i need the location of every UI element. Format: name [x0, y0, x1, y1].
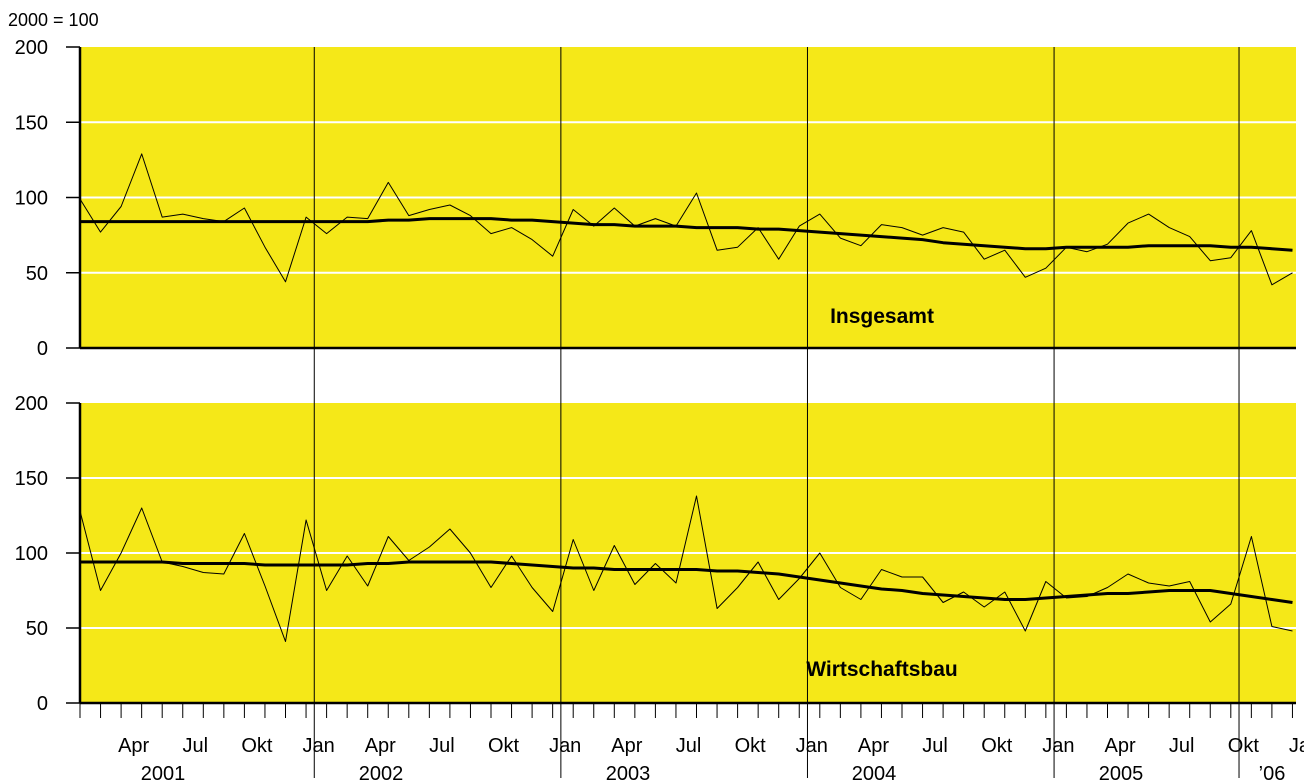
year-label: 2002 — [359, 763, 404, 783]
y-tick-label: 0 — [37, 338, 48, 360]
y-tick-label: 50 — [26, 618, 48, 640]
x-tick-label: Jan — [302, 735, 334, 757]
original-line — [79, 153, 1293, 286]
x-tick-label: Jul — [429, 735, 455, 757]
x-tick-label: Apr — [611, 735, 642, 757]
y-tick-label: 200 — [15, 37, 48, 59]
y-tick-label: 0 — [37, 693, 48, 715]
x-tick-label: Apr — [858, 735, 889, 757]
x-tick-label: Jul — [183, 735, 209, 757]
x-tick-label: Jan — [549, 735, 581, 757]
panels: 0 50 100 150 200 Insgesamt 0 50 100 150 200 Wirtsch… — [15, 37, 1296, 715]
panel-2: 0 50 100 150 200 Wirtschaftsbau — [15, 393, 1296, 715]
year-label: 2005 — [1099, 763, 1144, 783]
x-tick-label: Okt — [241, 735, 273, 757]
x-tick-label: Jan — [1042, 735, 1074, 757]
y-tick-label: 150 — [15, 468, 48, 490]
x-tick-label: Okt — [981, 735, 1013, 757]
trend-line — [80, 560, 1293, 604]
x-tick-label: Apr — [365, 735, 396, 757]
panel-label: Wirtschaftsbau — [806, 658, 958, 681]
x-tick-label: Jan — [796, 735, 828, 757]
x-tick-label: Okt — [735, 735, 767, 757]
year-label: 2001 — [141, 763, 186, 783]
x-tick-label: Apr — [118, 735, 149, 757]
y-tick-label: 100 — [15, 543, 48, 565]
panel-label: Insgesamt — [830, 305, 934, 328]
y-tick-label: 200 — [15, 393, 48, 415]
x-tick-label: Apr — [1104, 735, 1135, 757]
x-tick-label: Jul — [676, 735, 702, 757]
year-label: 2003 — [606, 763, 651, 783]
year-label: 2004 — [852, 763, 897, 783]
x-tick-label: Okt — [488, 735, 520, 757]
x-tick-label: Jul — [1169, 735, 1195, 757]
year-label: ’06 — [1259, 763, 1286, 783]
x-tick-label: Okt — [1228, 735, 1260, 757]
x-tick-label: Jan — [1289, 735, 1304, 757]
y-tick-label: 100 — [15, 188, 48, 210]
unit-label: 2000 = 100 — [8, 10, 99, 30]
trend-line — [80, 217, 1293, 252]
x-axis: Apr Jul Okt Jan Apr Jul Okt Jan Apr Jul Okt Jan Apr J… — [79, 47, 1304, 783]
panel-1: 0 50 100 150 200 Insgesamt — [15, 37, 1296, 360]
x-tick-label: Jul — [922, 735, 948, 757]
y-tick-label: 150 — [15, 112, 48, 134]
y-tick-label: 50 — [26, 263, 48, 285]
